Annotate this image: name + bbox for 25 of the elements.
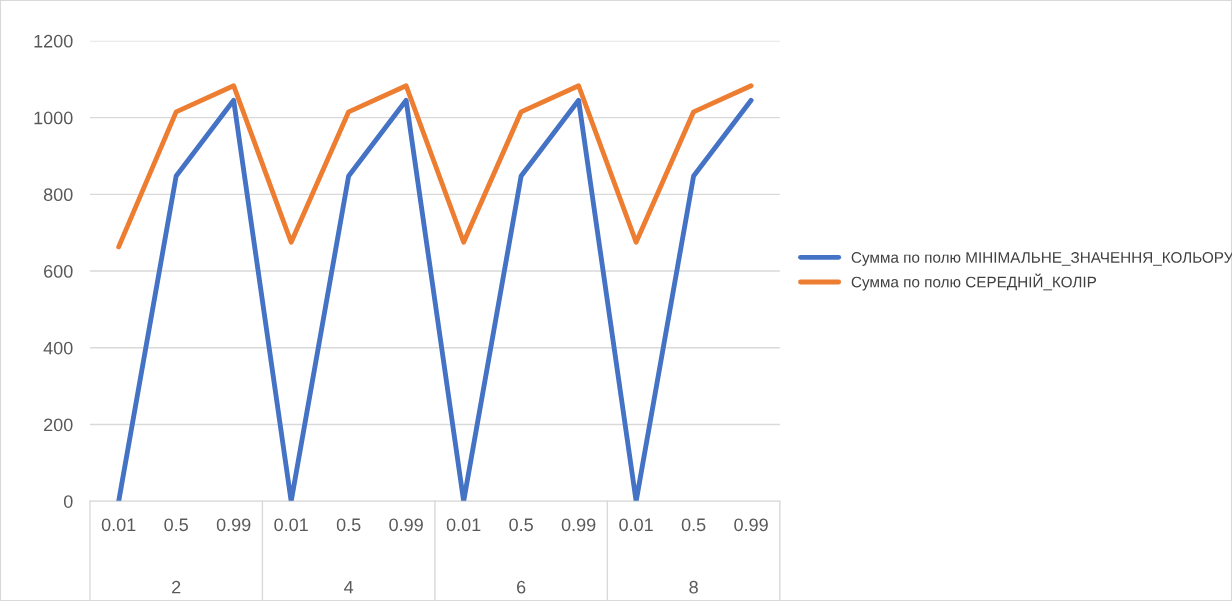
x-tick-label: 0.99 — [734, 518, 768, 532]
x-tick-label: 0.5 — [336, 518, 361, 532]
x-tick-label: 0.99 — [561, 518, 596, 532]
text: 8 — [689, 580, 698, 594]
y-tick-label: 1000 — [34, 111, 73, 125]
y-tick-label: 1200 — [34, 34, 73, 48]
text: 6 — [517, 580, 526, 594]
legend-label: Сумма по полю СЕРЕДНІЙ_КОЛІР — [851, 273, 1097, 291]
x-tick-label: 0.5 — [681, 518, 706, 532]
x-tick-label: 0.01 — [274, 518, 308, 532]
y-tick-label: 400 — [43, 341, 73, 355]
line-series — [116, 83, 754, 250]
x-tick-label: 0.01 — [446, 518, 481, 532]
y-tick-label: 800 — [43, 188, 73, 202]
x-tick-label: 0.99 — [216, 518, 251, 532]
x-tick-label: 0.01 — [619, 518, 653, 532]
x-tick-label: 0.99 — [389, 518, 423, 532]
text: 4 — [344, 580, 354, 594]
x-tick-label: 0.01 — [101, 518, 136, 532]
text: 2 — [172, 580, 181, 594]
y-tick-label: 0 — [63, 495, 73, 508]
y-tick-label: 200 — [44, 418, 73, 432]
x-tick-label: 0.5 — [164, 518, 188, 532]
x-tick-label: 0.5 — [509, 518, 533, 532]
y-tick-label: 600 — [44, 264, 73, 278]
